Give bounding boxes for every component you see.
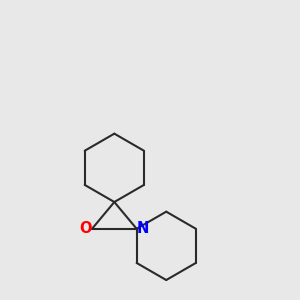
Text: N: N (136, 221, 149, 236)
Text: O: O (79, 221, 92, 236)
